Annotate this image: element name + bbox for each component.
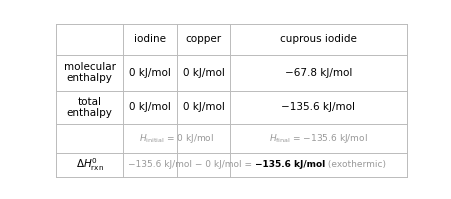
Text: $\mathit{H}_\mathrm{initial}$ = 0 kJ/mol: $\mathit{H}_\mathrm{initial}$ = 0 kJ/mol xyxy=(138,132,214,145)
Text: molecular
enthalpy: molecular enthalpy xyxy=(64,62,115,83)
Text: 0 kJ/mol: 0 kJ/mol xyxy=(182,67,224,78)
Text: −67.8 kJ/mol: −67.8 kJ/mol xyxy=(284,67,351,78)
Text: $\Delta H^0_\mathrm{rxn}$: $\Delta H^0_\mathrm{rxn}$ xyxy=(76,156,104,173)
Text: (exothermic): (exothermic) xyxy=(325,160,386,169)
Text: 0 kJ/mol: 0 kJ/mol xyxy=(129,102,171,112)
Text: copper: copper xyxy=(185,34,221,44)
Text: −135.6 kJ/mol − 0 kJ/mol =: −135.6 kJ/mol − 0 kJ/mol = xyxy=(128,160,255,169)
Text: total
enthalpy: total enthalpy xyxy=(67,97,112,118)
Text: −135.6 kJ/mol: −135.6 kJ/mol xyxy=(255,160,325,169)
Text: 0 kJ/mol: 0 kJ/mol xyxy=(129,67,171,78)
Text: iodine: iodine xyxy=(134,34,166,44)
Text: −135.6 kJ/mol: −135.6 kJ/mol xyxy=(281,102,354,112)
Text: cuprous iodide: cuprous iodide xyxy=(279,34,356,44)
Text: 0 kJ/mol: 0 kJ/mol xyxy=(182,102,224,112)
Text: $\mathit{H}_\mathrm{final}$ = −135.6 kJ/mol: $\mathit{H}_\mathrm{final}$ = −135.6 kJ/… xyxy=(268,132,367,145)
